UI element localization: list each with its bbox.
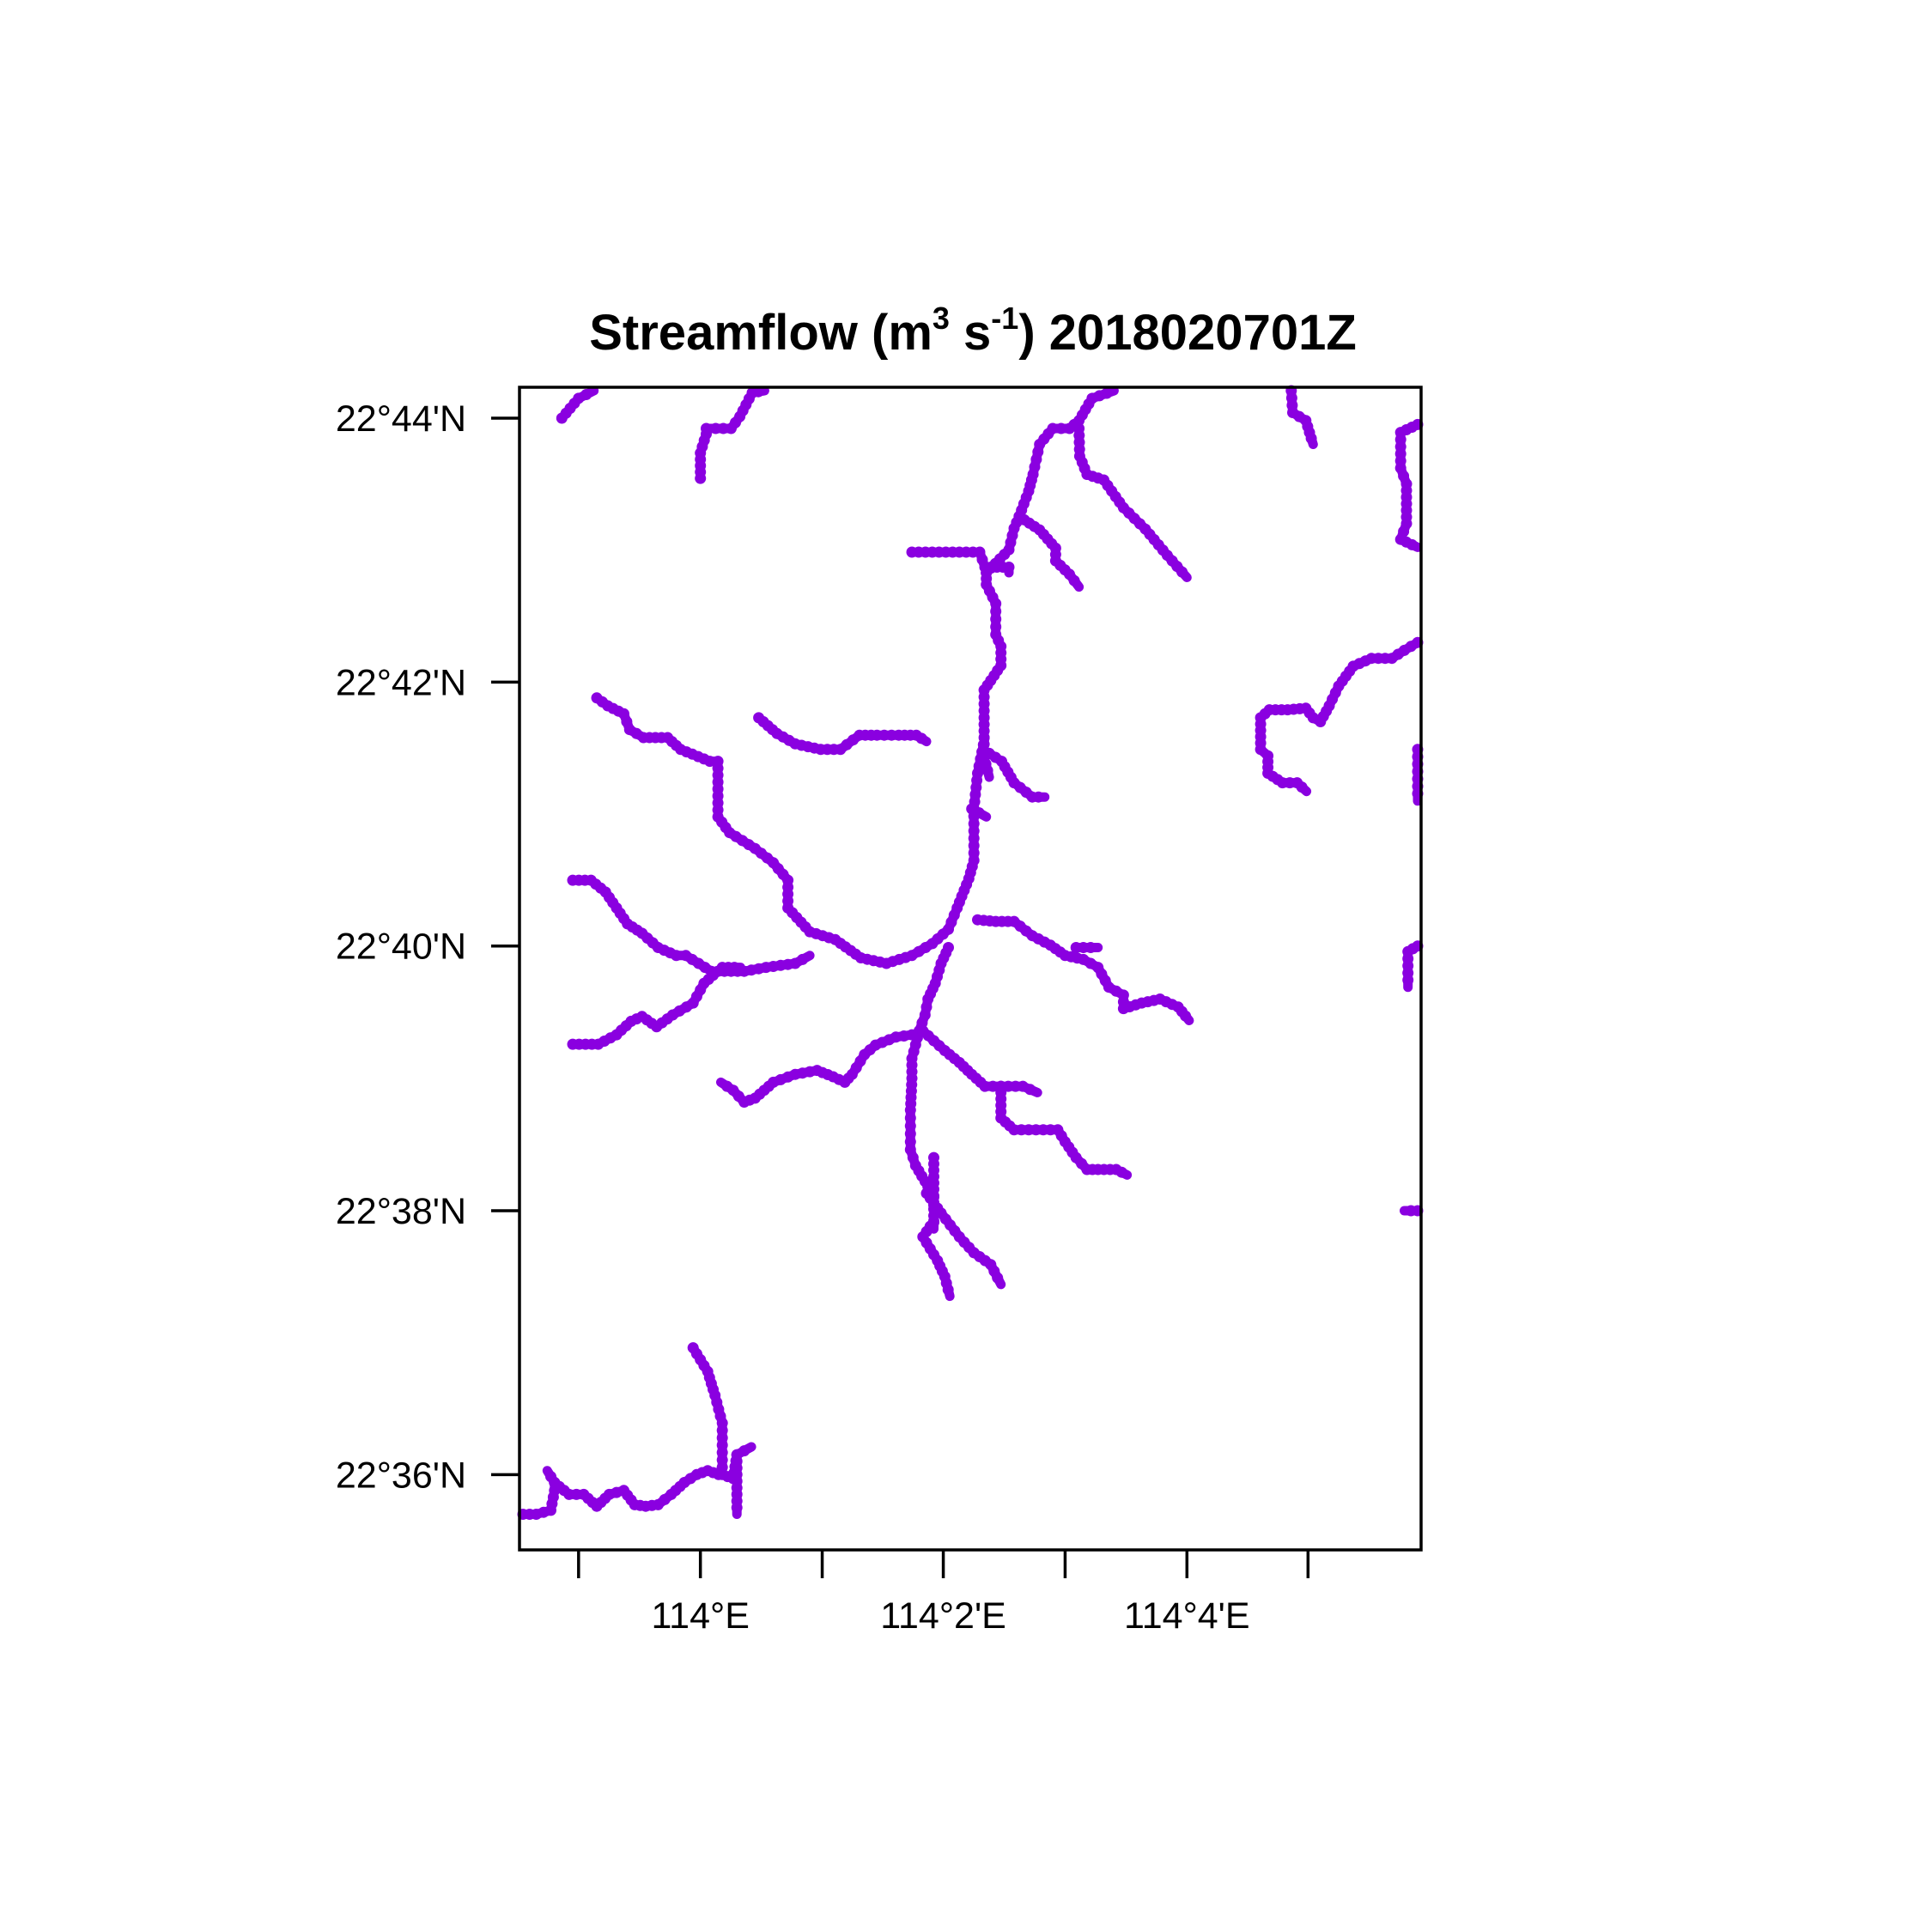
stream-segment (1285, 385, 1318, 449)
y-tick-label: 22°44'N (336, 398, 466, 440)
stream-line (1255, 637, 1423, 797)
stream-segment (591, 692, 990, 969)
stream-segment (731, 1449, 743, 1519)
title-unit-mid: s (950, 305, 991, 361)
stream-point (904, 1104, 916, 1116)
stream-point (701, 422, 712, 434)
y-tick-label: 22°42'N (336, 662, 466, 703)
stream-segment (567, 962, 745, 1050)
stream-point (1068, 574, 1080, 586)
stream-segment (1073, 422, 1192, 582)
stream-point (904, 1112, 916, 1124)
y-tick-label: 22°40'N (336, 927, 466, 968)
stream-point (1406, 538, 1418, 550)
stream-segment (1255, 636, 1424, 797)
stream-point (713, 1468, 725, 1480)
title-variable: Streamflow (589, 305, 859, 361)
stream-point (942, 1284, 954, 1296)
stream-segment (753, 712, 932, 756)
stream-segment (567, 874, 815, 977)
x-tick-label: 114°E (651, 1595, 749, 1637)
stream-segment (695, 386, 769, 484)
stream-segment (917, 1025, 1042, 1097)
title-unit-open: (m (872, 305, 933, 361)
stream-point (990, 605, 1002, 617)
stream-segment (517, 1461, 727, 1520)
stream-point (1255, 744, 1267, 756)
stream-point (904, 1136, 916, 1148)
stream-point (1101, 387, 1113, 399)
stream-point (1405, 1205, 1417, 1217)
stream-point (1402, 974, 1414, 986)
stream-line (973, 914, 1194, 1025)
stream-segment (1394, 418, 1424, 552)
title-timestamp: 2018020701Z (1049, 305, 1357, 361)
stream-segment (983, 747, 1050, 803)
stream-segment (966, 803, 992, 822)
stream-point (981, 764, 993, 776)
title-unit-sup2: -1 (991, 301, 1018, 336)
stream-point (721, 1080, 733, 1092)
stream-point (1032, 791, 1044, 803)
stream-point (545, 1471, 556, 1483)
stream-point (990, 621, 1002, 633)
stream-point (731, 1502, 743, 1514)
stream-point (1305, 433, 1317, 444)
stream-point (1084, 942, 1097, 953)
title-unit-close: ) (1018, 305, 1035, 361)
stream-segment (917, 1215, 955, 1302)
stream-segment (981, 386, 1119, 579)
stream-segment (906, 546, 1015, 578)
x-tick-label: 114°4'E (1124, 1595, 1250, 1637)
stream-point (973, 807, 985, 819)
stream-point (1180, 1010, 1192, 1022)
stream-point (904, 1127, 916, 1139)
stream-segment (716, 1029, 918, 1108)
y-tick-label: 22°38'N (336, 1191, 466, 1232)
stream-point (990, 613, 1002, 625)
stream-segment (542, 1466, 561, 1488)
stream-point (990, 598, 1002, 610)
stream-point (1047, 422, 1059, 434)
stream-segment (995, 1080, 1133, 1180)
stream-point (580, 389, 592, 400)
map-frame (518, 386, 1423, 1552)
stream-point (987, 1080, 999, 1092)
stream-point (797, 953, 809, 965)
stream-point (1296, 781, 1308, 793)
stream-network (517, 385, 1424, 1520)
stream-point (1003, 562, 1015, 573)
stream-point (904, 1120, 916, 1132)
stream-segment (1402, 940, 1424, 993)
stream-segment (1013, 510, 1084, 592)
stream-point (915, 732, 927, 744)
stream-point (752, 386, 764, 398)
title-unit-sup1: 3 (933, 301, 950, 336)
axes: 114°E 114°2'E 114°4'E 22°44'N 22°42'N 22°40'N… (336, 398, 1310, 1637)
stream-point (977, 738, 989, 750)
plot-title: Streamflow (m3 s-1) 2018020701Z (589, 301, 1357, 361)
stream-point (704, 756, 716, 768)
stream-point (710, 422, 721, 434)
stream-point (1055, 422, 1067, 434)
stream-point (979, 1080, 991, 1092)
stream-segment (920, 1188, 1006, 1290)
stream-point (1176, 566, 1188, 578)
stream-point (992, 1272, 1004, 1284)
stream-point (728, 962, 740, 974)
stream-point (671, 950, 683, 962)
x-tick-label: 114°2'E (880, 1595, 1006, 1637)
stream-point (1024, 1084, 1036, 1096)
stream-point (1115, 1166, 1127, 1178)
stream-segment (972, 914, 1194, 1025)
stream-point (717, 422, 729, 434)
stream-segment (556, 386, 599, 424)
y-tick-label: 22°36'N (336, 1455, 466, 1496)
stream-segment (1070, 942, 1103, 953)
